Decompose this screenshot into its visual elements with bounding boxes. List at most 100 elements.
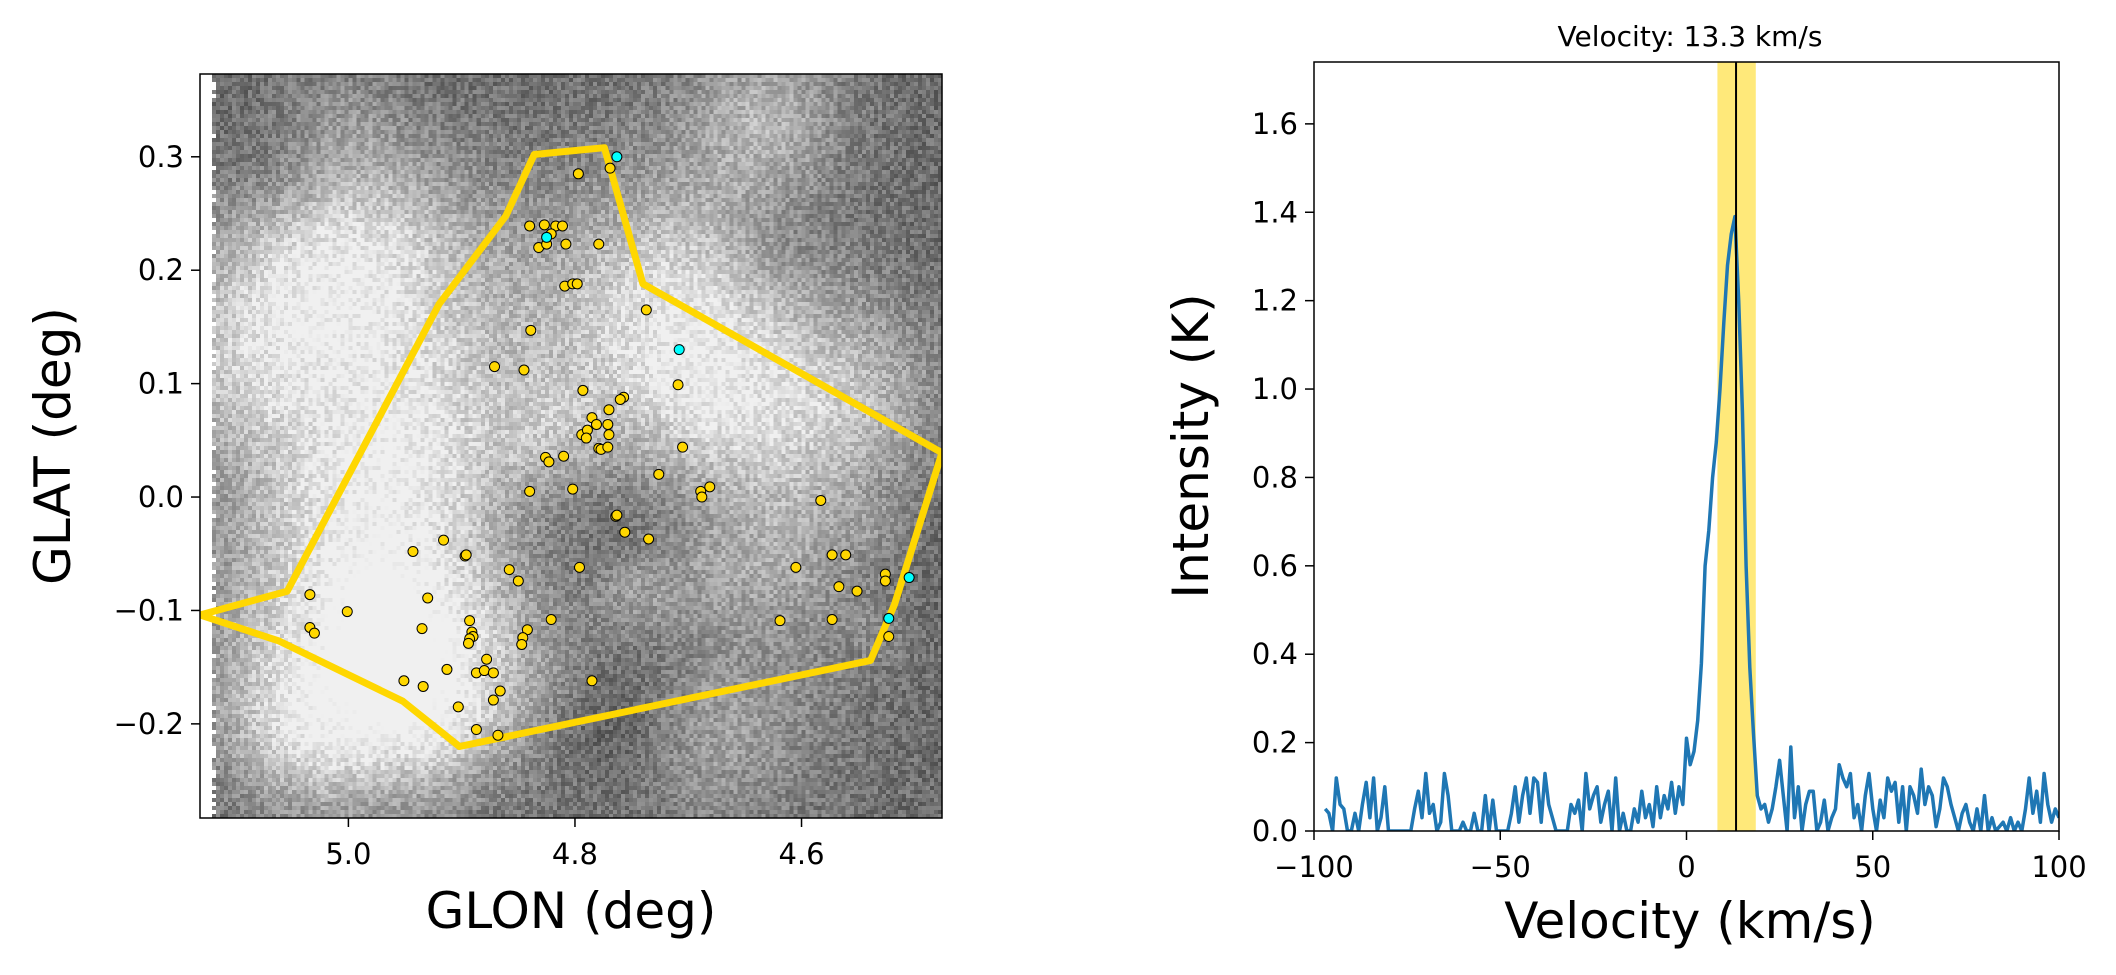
source-marker: [304, 589, 316, 601]
spectrum-panel: −100 −50 0 50 100 0.0 0.2 0.4 0.6 0.8 1.0 1.2 1.4 1.6: [1252, 61, 2087, 884]
source-marker: [524, 220, 536, 232]
spectrum-x-axis-label: Velocity (km/s): [1504, 892, 1876, 950]
x-tick-label: 4.8: [552, 837, 598, 871]
x-tick-label: 100: [2031, 850, 2086, 884]
y-tick-label: 0.1: [138, 367, 184, 401]
source-marker: [774, 615, 786, 627]
spectrum-y-axis-label: Intensity (K): [1162, 293, 1220, 598]
source-marker: [879, 575, 891, 587]
source-marker: [833, 581, 845, 593]
source-marker: [558, 450, 570, 462]
source-marker: [416, 623, 428, 635]
source-marker: [602, 418, 614, 430]
source-marker: [470, 724, 482, 736]
source-marker: [487, 694, 499, 706]
source-marker: [487, 667, 499, 679]
y-tick-label: 0.0: [1252, 814, 1298, 848]
source-marker: [398, 675, 410, 687]
source-marker: [567, 483, 579, 495]
x-tick-label: −100: [1274, 850, 1354, 884]
source-marker: [677, 441, 689, 453]
highlighted-source-marker: [611, 151, 623, 163]
highlighted-source-marker: [883, 612, 895, 624]
y-tick-label: −0.1: [114, 593, 184, 627]
y-tick-label: 0.3: [138, 140, 184, 174]
source-marker: [545, 614, 557, 626]
source-marker: [604, 162, 616, 174]
source-marker: [492, 729, 504, 741]
spectrum-title: Velocity: 13.3 km/s: [1558, 20, 1823, 53]
y-tick-label: −0.2: [114, 707, 184, 741]
source-marker: [577, 384, 589, 396]
source-marker: [611, 509, 623, 521]
source-marker: [603, 429, 615, 441]
source-marker: [619, 526, 631, 538]
source-marker: [593, 238, 605, 250]
source-marker: [672, 379, 684, 391]
source-marker: [417, 680, 429, 692]
map-x-axis-label: GLON (deg): [426, 882, 717, 940]
source-marker: [422, 592, 434, 604]
highlighted-source-marker: [903, 572, 915, 584]
source-marker: [815, 494, 827, 506]
map-y-axis-label: GLAT (deg): [24, 307, 82, 585]
source-marker: [573, 561, 585, 573]
y-tick-label: 1.0: [1252, 372, 1298, 406]
source-marker: [640, 304, 652, 316]
source-marker: [452, 701, 464, 713]
x-tick-label: 5.0: [325, 837, 371, 871]
source-marker: [503, 564, 515, 576]
source-marker: [653, 468, 665, 480]
y-tick-label: 0.2: [138, 253, 184, 287]
y-tick-label: 0.8: [1252, 460, 1298, 494]
spectrum-axes-frame: [1313, 61, 2060, 832]
source-marker: [407, 545, 419, 557]
source-marker: [524, 485, 536, 497]
source-marker: [538, 219, 550, 231]
source-marker: [464, 615, 476, 627]
source-marker: [494, 685, 506, 697]
x-tick-label: −50: [1470, 850, 1531, 884]
selection-polygon: [200, 144, 942, 750]
source-marker: [441, 663, 453, 675]
source-marker: [543, 456, 555, 468]
source-marker: [525, 324, 537, 336]
source-marker: [518, 364, 530, 376]
source-marker: [826, 614, 838, 626]
source-marker: [704, 481, 716, 493]
source-marker: [851, 585, 863, 597]
y-tick-label: 0.6: [1252, 549, 1298, 583]
source-marker: [516, 638, 528, 650]
source-marker: [790, 561, 802, 573]
x-tick-label: 50: [1854, 850, 1891, 884]
source-marker: [572, 168, 584, 180]
highlighted-source-marker: [541, 231, 553, 243]
source-marker: [438, 534, 450, 546]
x-tick-label: 0: [1677, 850, 1695, 884]
source-marker: [883, 631, 895, 643]
source-marker: [489, 361, 501, 373]
source-marker: [580, 432, 592, 444]
source-marker: [602, 441, 614, 453]
spectrum-line: [1323, 214, 2059, 831]
source-marker: [512, 575, 524, 587]
source-marker: [560, 238, 572, 250]
y-tick-label: 1.6: [1252, 107, 1298, 141]
spectrum-plot-area: [1323, 62, 2059, 831]
source-marker: [590, 418, 602, 430]
source-marker: [614, 394, 626, 405]
source-marker: [696, 491, 708, 503]
y-tick-label: 0.2: [1252, 726, 1298, 760]
source-marker: [571, 278, 583, 290]
source-marker: [603, 404, 615, 416]
map-plot-area: [200, 144, 942, 750]
source-marker: [308, 627, 320, 639]
map-axes-frame: [199, 73, 943, 819]
source-marker: [557, 220, 569, 232]
source-marker: [840, 549, 852, 561]
map-panel: 5.0 4.8 4.6 −0.2 −0.1 0.0 0.1 0.2 0.3: [114, 73, 943, 871]
y-tick-label: 1.2: [1252, 284, 1298, 318]
x-tick-label: 4.6: [778, 837, 824, 871]
intensity-map-image: [200, 74, 942, 818]
